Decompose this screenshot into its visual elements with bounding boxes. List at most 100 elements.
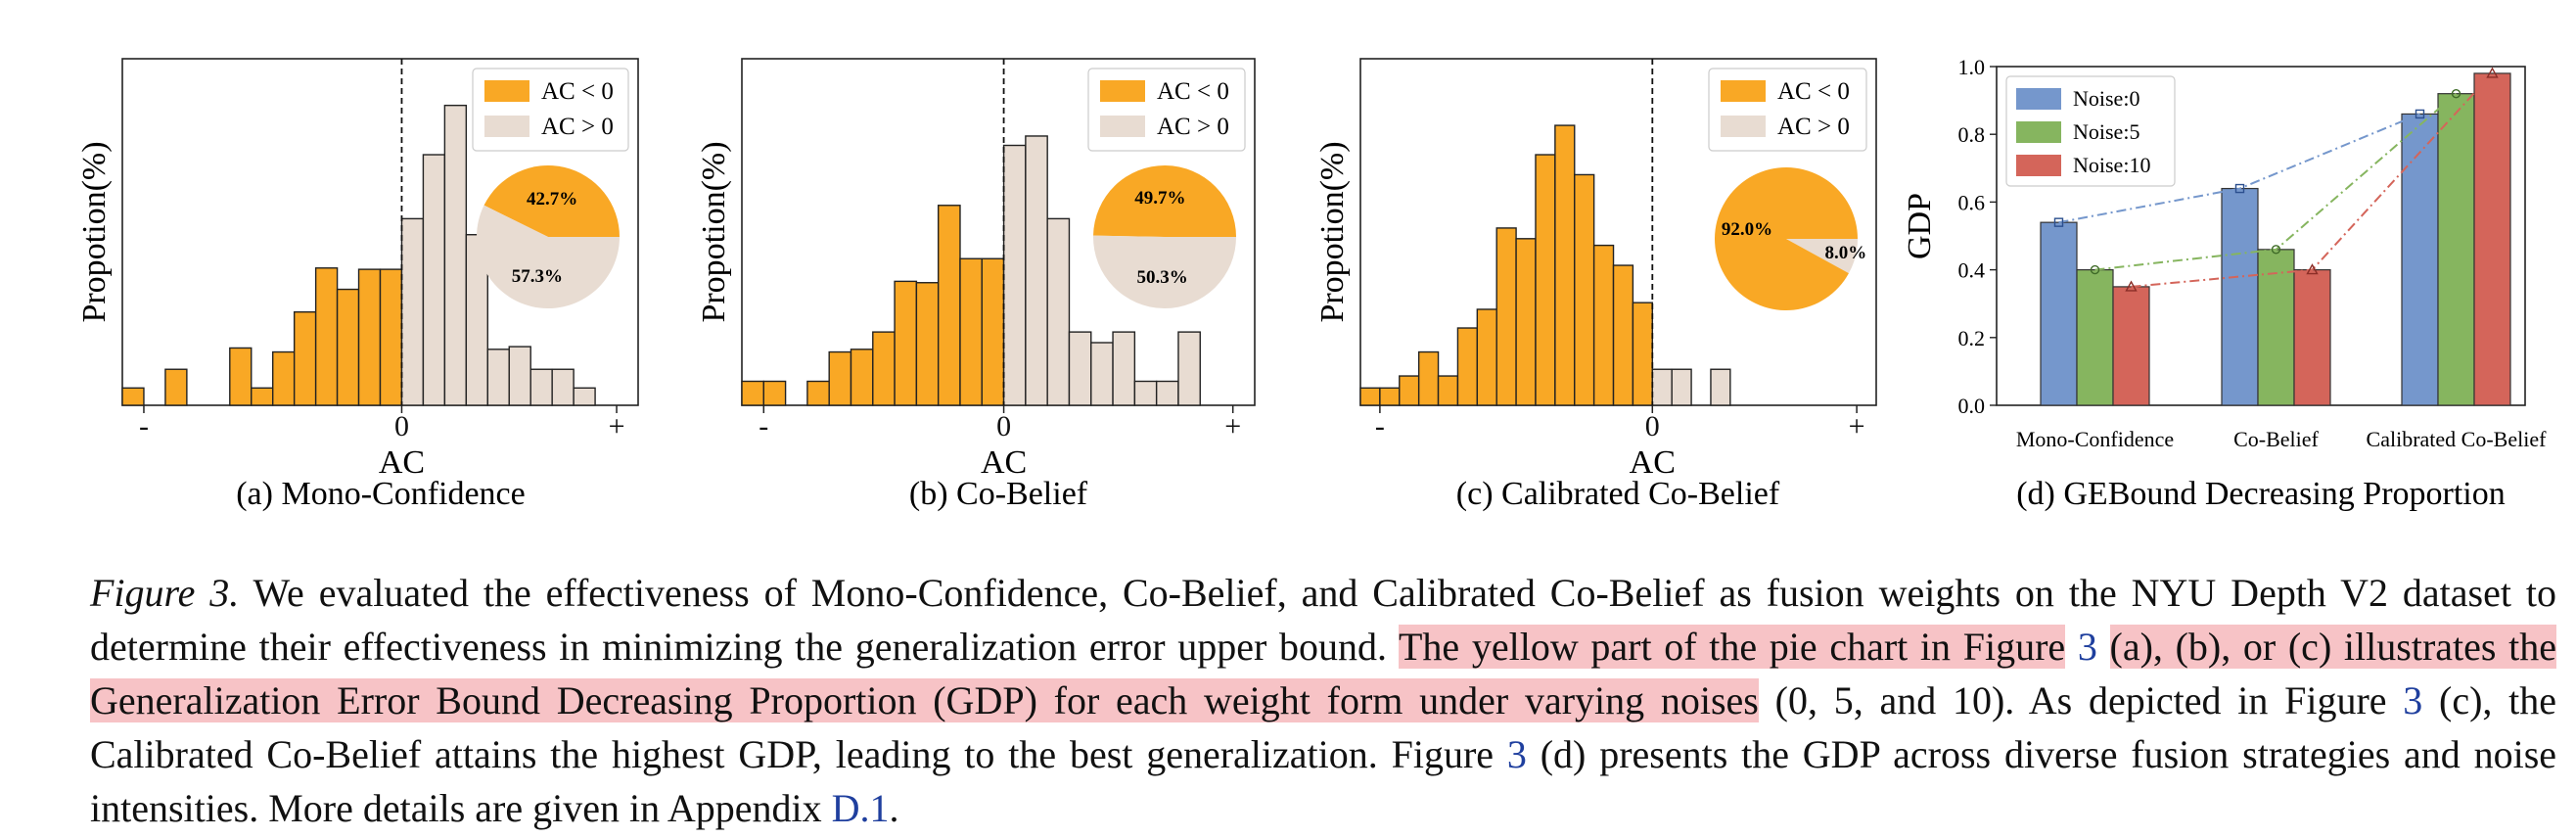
- caption-text-5: .: [889, 786, 899, 830]
- histogram-bar-positive: [1046, 217, 1071, 406]
- legend-label: AC < 0: [1157, 78, 1229, 105]
- x-tick-label: -: [1375, 410, 1385, 442]
- histogram-bar-negative: [357, 268, 382, 406]
- legend-label: AC > 0: [1157, 114, 1229, 140]
- histogram-bar-negative: [1476, 308, 1497, 406]
- histogram-bar-positive: [1133, 380, 1158, 406]
- histogram-bar-positive: [1671, 368, 1692, 406]
- histogram-panel: - 0 + AC Propotion(%) (a) Mono-Confidence AC <…: [76, 58, 639, 512]
- pie-label-negative: 42.7%: [527, 189, 577, 210]
- caption-label: Figure 3.: [90, 571, 240, 615]
- trend-line: [2094, 92, 2458, 271]
- histogram-bar-negative: [251, 387, 274, 406]
- histogram-bar-negative: [981, 257, 1005, 406]
- histogram-bar-negative: [1379, 387, 1401, 406]
- legend-swatch: [2016, 155, 2061, 176]
- marker-circle: [2271, 245, 2281, 255]
- legend-label: Noise:0: [2073, 86, 2139, 111]
- marker-circle: [2090, 264, 2100, 275]
- y-axis-label: Propotion(%): [696, 141, 732, 322]
- y-tick-label: 0.4: [1958, 258, 1986, 283]
- histogram-bar-negative: [1535, 154, 1556, 406]
- histogram-bar-negative: [762, 380, 787, 406]
- caption-text-2: (0, 5, and 10). As depicted in Figure: [1774, 678, 2387, 722]
- marker-square: [2234, 183, 2245, 194]
- histogram-bar-positive: [573, 387, 596, 406]
- histogram-bar-negative: [741, 380, 764, 406]
- pie-label-positive: 50.3%: [1136, 267, 1187, 288]
- histogram-bar-positive: [1155, 380, 1179, 406]
- histogram-bar-negative: [336, 288, 360, 406]
- trend-line: [2131, 72, 2494, 288]
- histogram-bar-negative: [121, 387, 145, 406]
- legend-swatch: [1721, 116, 1766, 137]
- figure-ref-link[interactable]: 3: [1506, 732, 1527, 776]
- histogram-bar-negative: [314, 267, 339, 406]
- grouped-bar-panel: 0.0 0.2 0.4 0.6 0.8 1.0 GDP Mono-Confidence Co-B…: [1902, 55, 2547, 512]
- histogram-bar-positive: [1090, 342, 1114, 406]
- histogram-bar-positive: [1002, 144, 1027, 406]
- histogram-bar-negative: [1554, 124, 1576, 406]
- legend-swatch: [2016, 88, 2061, 110]
- figure-ref-link[interactable]: 3: [2403, 678, 2423, 722]
- marker-triangle: [2125, 280, 2138, 292]
- histogram-bar-positive: [1068, 331, 1092, 406]
- pie-slice-positive: [477, 205, 620, 308]
- legend-swatch: [1100, 116, 1145, 137]
- histogram-bar-negative: [272, 350, 296, 406]
- x-tick-label: 0: [1645, 410, 1660, 442]
- legend-swatch: [484, 80, 529, 102]
- legend-label: AC < 0: [1777, 78, 1850, 105]
- bar-noise-0: [2040, 221, 2078, 406]
- y-axis-label: Propotion(%): [76, 141, 113, 322]
- legend-swatch: [1721, 80, 1766, 102]
- x-category-label: Co-Belief: [2233, 427, 2319, 451]
- y-tick-label: 0.8: [1958, 122, 1986, 147]
- x-tick-label: +: [609, 410, 625, 442]
- marker-square: [2053, 217, 2064, 227]
- panel-caption: (b) Co-Belief: [909, 476, 1088, 512]
- caption-text-1: We evaluated the effectiveness of Mono-C…: [90, 571, 2556, 669]
- histogram-bar-negative: [959, 257, 983, 406]
- caption-text-3: (c), the Calibrated Co-Belief attains th…: [90, 678, 2557, 776]
- x-tick-label: 0: [996, 410, 1011, 442]
- pie-slice-negative: [1093, 164, 1236, 237]
- pie-slice-negative: [1715, 166, 1858, 310]
- bar-noise-0: [2401, 113, 2439, 406]
- y-tick-label: 0.0: [1958, 394, 1986, 418]
- figure-ref-link[interactable]: 3: [2077, 625, 2097, 669]
- histogram-bar-positive: [1651, 368, 1673, 406]
- pie-slice-negative: [483, 164, 620, 237]
- legend-label: AC > 0: [1777, 114, 1850, 140]
- pie-label-negative: 49.7%: [1134, 188, 1185, 209]
- histogram-bar-negative: [1359, 387, 1381, 406]
- histogram-bar-positive: [508, 346, 531, 406]
- histogram-panel: - 0 + AC Propotion(%) (b) Co-Belief AC < 0 AC >…: [696, 58, 1256, 512]
- histogram-bar-positive: [422, 154, 446, 406]
- histogram-bar-positive: [1112, 331, 1136, 406]
- histogram-bar-negative: [1612, 264, 1634, 406]
- histogram-bar-negative: [1632, 302, 1654, 406]
- histogram-bar-positive: [529, 368, 553, 406]
- x-tick-label: +: [1849, 410, 1865, 442]
- histogram-bar-positive: [551, 368, 575, 406]
- bar-noise-0: [2221, 187, 2259, 406]
- y-tick-label: 1.0: [1958, 55, 1986, 79]
- histogram-bar-negative: [937, 205, 961, 406]
- appendix-ref-link[interactable]: D.1: [831, 786, 890, 830]
- x-category-label: Mono-Confidence: [2016, 427, 2174, 451]
- histogram-bar-positive: [443, 104, 468, 406]
- histogram-bar-negative: [850, 349, 874, 406]
- histogram-bar-negative: [229, 347, 253, 406]
- marker-triangle: [2306, 263, 2319, 275]
- x-axis-label: AC: [1630, 444, 1676, 481]
- x-tick-label: +: [1224, 410, 1241, 442]
- bar-noise-5: [2076, 269, 2114, 406]
- trend-line: [2058, 113, 2420, 224]
- x-tick-label: -: [759, 410, 768, 442]
- panel-caption: (d) GEBound Decreasing Proportion: [2016, 476, 2506, 512]
- histogram-bar-positive: [400, 217, 425, 406]
- histogram-bar-negative: [164, 368, 188, 406]
- histogram-bar-negative: [828, 350, 852, 406]
- histogram-bar-negative: [894, 280, 918, 406]
